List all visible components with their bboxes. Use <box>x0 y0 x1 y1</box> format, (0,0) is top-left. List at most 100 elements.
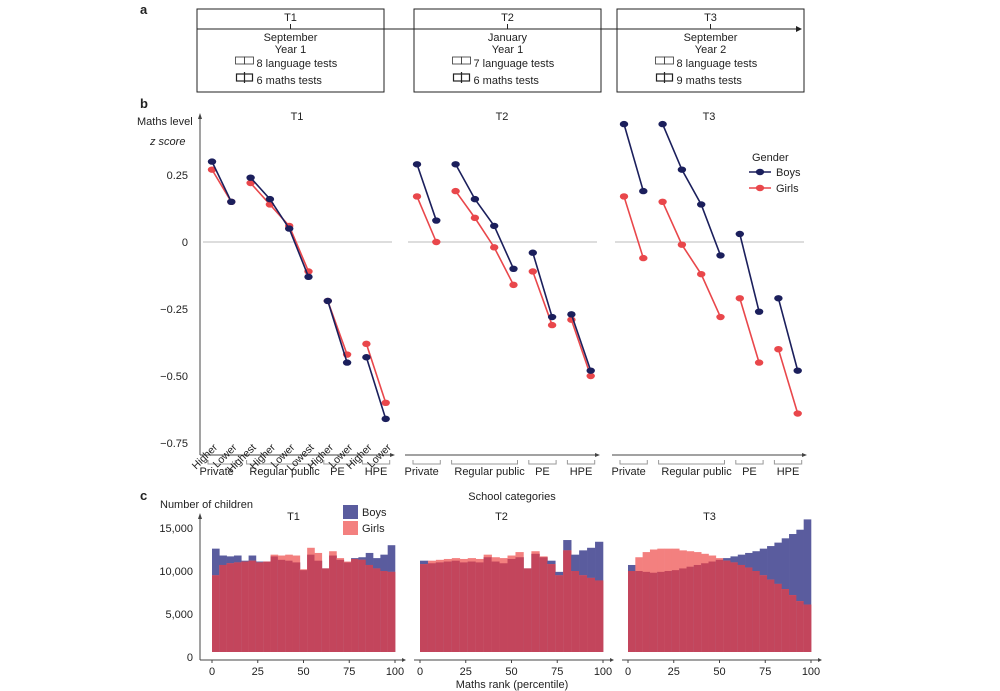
bar-overlap <box>299 570 308 652</box>
abacus-icon <box>235 72 254 83</box>
bar-overlap <box>539 557 548 652</box>
series-line-boys <box>570 314 592 371</box>
group-label: Private <box>612 466 646 478</box>
data-point-girls <box>716 313 725 321</box>
bar-overlap <box>803 604 812 652</box>
bar-overlap <box>387 571 396 652</box>
x-tick-label: 75 <box>343 666 355 678</box>
data-point-girls <box>412 193 422 200</box>
x-tick-label: 25 <box>460 666 472 678</box>
bar-overlap <box>373 568 381 652</box>
data-point-girls <box>586 372 595 380</box>
legend-title: Gender <box>752 152 789 164</box>
bar-overlap <box>679 568 687 652</box>
bar-overlap <box>708 561 717 652</box>
group-label: PE <box>742 466 757 478</box>
book-icon <box>235 56 254 65</box>
panel-b-line-chart: b Maths level z score School categories … <box>137 96 807 503</box>
panel-c-xlabel: Maths rank (percentile) <box>456 679 569 691</box>
series-line-boys <box>211 161 233 203</box>
group-bracket <box>528 460 557 465</box>
timepoint-month: September <box>684 32 738 44</box>
book-icon <box>655 56 674 65</box>
y-axis-arrowhead <box>198 513 202 519</box>
data-point-boys <box>381 415 390 423</box>
book-page-right <box>664 56 674 65</box>
bar-overlap <box>715 559 724 652</box>
bar-overlap <box>491 561 500 652</box>
group-label: Private <box>200 466 234 478</box>
bar-overlap <box>745 567 753 652</box>
timepoint-month: September <box>264 32 318 44</box>
data-point-boys <box>227 198 236 205</box>
data-point-boys <box>342 359 352 366</box>
series-line-girls <box>777 348 799 414</box>
bar-overlap <box>329 555 337 652</box>
data-point-girls <box>451 187 460 195</box>
y-tick-label: −0.75 <box>160 438 188 450</box>
panel-c-histogram: c Number of children Maths rank (percent… <box>140 488 822 691</box>
x-axis-arrowhead <box>818 658 822 662</box>
group-bracket <box>773 460 803 465</box>
data-point-girls <box>528 268 537 275</box>
panel-title: T3 <box>703 111 716 123</box>
series-line-girls <box>250 182 310 272</box>
data-point-girls <box>619 193 629 200</box>
bar-overlap <box>248 560 257 652</box>
data-point-boys <box>432 217 441 224</box>
data-point-boys <box>567 311 576 318</box>
bar-overlap <box>435 562 445 652</box>
x-tick-label: 25 <box>668 666 680 678</box>
y-axis-arrowhead <box>198 113 202 119</box>
maths-tests: 9 maths tests <box>677 75 743 87</box>
y-tick-label: 0 <box>187 652 193 664</box>
data-point-girls <box>677 241 687 248</box>
y-tick-label: 10,000 <box>159 566 193 578</box>
bar-overlap <box>255 562 264 652</box>
bar-overlap <box>523 568 532 652</box>
x-axis-arrowhead <box>802 453 807 457</box>
panel-c-label: c <box>140 488 147 503</box>
bar-overlap <box>343 562 352 652</box>
bar-overlap <box>475 562 484 652</box>
group-label: Regular public <box>249 466 320 478</box>
timepoint-year: Year 1 <box>492 44 523 56</box>
group-bracket <box>658 460 725 465</box>
bar-overlap <box>701 563 709 652</box>
group-bracket <box>412 460 441 465</box>
group-label: HPE <box>570 466 593 478</box>
bar-overlap <box>365 564 374 652</box>
legend-label-boys: Boys <box>776 167 801 179</box>
x-tick-label: 50 <box>505 666 517 678</box>
data-point-boys <box>362 354 371 361</box>
data-point-boys <box>470 195 480 203</box>
bar-overlap <box>285 560 293 652</box>
data-point-girls <box>362 340 371 348</box>
panel-b-xlabel: School categories <box>468 491 556 503</box>
data-point-boys <box>490 222 499 230</box>
panel-b-label: b <box>140 96 148 111</box>
series-line-boys <box>532 252 553 318</box>
data-point-boys <box>658 120 667 128</box>
group-bracket <box>735 460 764 465</box>
bar-overlap <box>671 570 680 652</box>
panel-title: T1 <box>287 511 300 523</box>
data-point-boys <box>754 308 764 315</box>
bar-overlap <box>759 575 768 652</box>
bar-overlap <box>737 564 746 652</box>
panel-title: T2 <box>496 111 509 123</box>
data-point-boys <box>716 252 725 259</box>
legend-label-girls: Girls <box>776 183 799 195</box>
data-point-girls <box>658 198 667 205</box>
bar-overlap <box>420 564 429 652</box>
data-point-boys <box>735 230 744 238</box>
data-point-boys <box>774 295 783 302</box>
bar-boys <box>796 529 804 652</box>
series-line-boys <box>454 163 515 270</box>
bar-overlap <box>314 560 323 652</box>
legend-swatch-girls <box>343 521 358 535</box>
language-tests: 8 language tests <box>257 58 338 70</box>
maths-tests: 6 maths tests <box>257 75 323 87</box>
panel-title: T1 <box>291 111 304 123</box>
group-label: HPE <box>777 466 800 478</box>
